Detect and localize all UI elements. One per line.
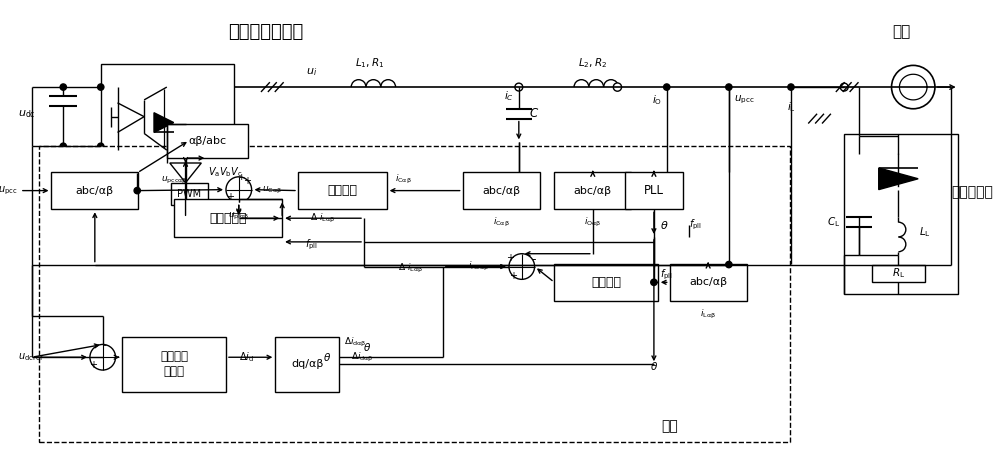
- Text: dq/αβ: dq/αβ: [291, 359, 324, 369]
- Text: $L_1, R_1$: $L_1, R_1$: [355, 57, 385, 71]
- Text: $i_{\rm O\alpha\beta}$: $i_{\rm O\alpha\beta}$: [584, 216, 601, 229]
- Text: abc/αβ: abc/αβ: [482, 185, 520, 196]
- Circle shape: [840, 83, 848, 91]
- Text: -: -: [103, 340, 107, 350]
- Polygon shape: [879, 168, 918, 190]
- Text: $u_{\rm pcc}$: $u_{\rm pcc}$: [734, 94, 754, 106]
- Circle shape: [90, 345, 116, 370]
- Text: -: -: [531, 253, 536, 266]
- Text: $i_{\rm C\alpha\beta}$: $i_{\rm C\alpha\beta}$: [395, 173, 412, 186]
- Bar: [101, 64, 234, 163]
- Bar: [298, 172, 387, 209]
- Text: $\theta$: $\theta$: [650, 360, 658, 372]
- Text: $u_{\rm pcc}$: $u_{\rm pcc}$: [0, 184, 18, 197]
- Bar: [554, 172, 631, 209]
- Text: $i_C$: $i_C$: [504, 89, 514, 103]
- Circle shape: [226, 177, 252, 202]
- Circle shape: [134, 187, 140, 194]
- Text: abc/αβ: abc/αβ: [76, 185, 114, 196]
- Text: +: +: [243, 176, 251, 186]
- Bar: [171, 183, 208, 205]
- Text: $u_{\rm C\alpha\beta}$: $u_{\rm C\alpha\beta}$: [262, 185, 282, 196]
- Circle shape: [98, 84, 104, 90]
- Text: abc/αβ: abc/αβ: [689, 277, 727, 287]
- Circle shape: [664, 84, 670, 90]
- Text: 控制: 控制: [661, 419, 678, 433]
- Bar: [51, 172, 138, 209]
- Text: $\Delta i_{\rm d\alpha\beta}$: $\Delta i_{\rm d\alpha\beta}$: [344, 336, 367, 349]
- Circle shape: [788, 84, 794, 90]
- Bar: [844, 134, 958, 294]
- Text: $R_{\rm L}$: $R_{\rm L}$: [892, 267, 905, 280]
- Circle shape: [60, 143, 66, 149]
- Text: $\theta$: $\theta$: [323, 351, 331, 363]
- Text: 非线性负载: 非线性负载: [951, 185, 993, 199]
- Bar: [625, 172, 683, 209]
- Circle shape: [509, 254, 535, 279]
- Text: $L_2, R_2$: $L_2, R_2$: [578, 57, 607, 71]
- Text: +: +: [89, 360, 97, 370]
- Bar: [463, 172, 540, 209]
- Bar: [275, 337, 339, 392]
- Text: αβ/abc: αβ/abc: [188, 136, 226, 146]
- Circle shape: [651, 279, 657, 285]
- Circle shape: [892, 65, 935, 109]
- Text: $\theta$: $\theta$: [363, 341, 371, 354]
- Text: $u_{\rm pi\alpha\beta}$: $u_{\rm pi\alpha\beta}$: [228, 211, 249, 222]
- Bar: [872, 265, 925, 283]
- Text: $i_{\rm ref\alpha\beta}$: $i_{\rm ref\alpha\beta}$: [468, 260, 489, 273]
- Text: $C$: $C$: [529, 107, 539, 120]
- Text: $f_{\rm pll}$: $f_{\rm pll}$: [305, 238, 318, 252]
- Text: $L_{\rm L}$: $L_{\rm L}$: [919, 225, 931, 239]
- Text: $f_{\rm pll}$: $f_{\rm pll}$: [689, 218, 702, 232]
- Text: $\Delta\ i_{\rm L\alpha\beta}$: $\Delta\ i_{\rm L\alpha\beta}$: [398, 262, 423, 275]
- Circle shape: [98, 143, 104, 149]
- Text: abc/αβ: abc/αβ: [574, 185, 612, 196]
- Circle shape: [60, 84, 66, 90]
- Text: +: +: [226, 191, 234, 202]
- Text: $V_{\rm a}V_{\rm b}V_{\rm c}$: $V_{\rm a}V_{\rm b}V_{\rm c}$: [208, 165, 243, 179]
- Bar: [39, 146, 790, 442]
- Text: $C_{\rm L}$: $C_{\rm L}$: [827, 215, 840, 229]
- Text: PLL: PLL: [644, 184, 664, 197]
- Circle shape: [613, 83, 622, 91]
- Text: $i_{\rm L\alpha\beta}$: $i_{\rm L\alpha\beta}$: [700, 308, 716, 321]
- Polygon shape: [154, 113, 174, 133]
- Circle shape: [726, 84, 732, 90]
- Text: +: +: [506, 253, 514, 262]
- Text: +: +: [237, 173, 245, 182]
- Text: $u_{\rm dcref}$: $u_{\rm dcref}$: [18, 351, 44, 363]
- Text: 直流电压
控制器: 直流电压 控制器: [160, 350, 188, 378]
- Text: $i_{\rm O}$: $i_{\rm O}$: [652, 93, 662, 107]
- Text: 谐波检测: 谐波检测: [591, 276, 621, 289]
- Bar: [554, 263, 658, 301]
- Text: $u_{\rm dc}$: $u_{\rm dc}$: [18, 108, 36, 120]
- Text: $f_{\rm pll}$: $f_{\rm pll}$: [660, 267, 673, 282]
- Text: $u_i$: $u_i$: [306, 66, 317, 78]
- Text: $\Delta\ i_{\rm L\alpha\beta}$: $\Delta\ i_{\rm L\alpha\beta}$: [310, 212, 335, 225]
- Polygon shape: [170, 163, 201, 183]
- Text: $\Delta i_{\rm d\alpha\beta}$: $\Delta i_{\rm d\alpha\beta}$: [351, 351, 374, 364]
- Circle shape: [726, 262, 732, 268]
- Text: 有源电力滤波器: 有源电力滤波器: [228, 23, 303, 41]
- Text: $i_{\rm L}$: $i_{\rm L}$: [787, 100, 795, 113]
- Bar: [670, 263, 747, 301]
- Text: 电网: 电网: [892, 24, 911, 39]
- Text: $\theta$: $\theta$: [660, 219, 668, 231]
- Text: $u_{\rm pcc\alpha\beta}$: $u_{\rm pcc\alpha\beta}$: [161, 175, 187, 186]
- Text: $\Delta i_{\rm d}$: $\Delta i_{\rm d}$: [239, 350, 254, 364]
- Text: +: +: [509, 271, 517, 282]
- Text: 有源阻尼: 有源阻尼: [327, 184, 357, 197]
- Circle shape: [515, 83, 523, 91]
- Bar: [122, 337, 226, 392]
- Circle shape: [516, 84, 522, 90]
- Text: PWM: PWM: [177, 189, 202, 199]
- Text: 电流控制器: 电流控制器: [209, 212, 247, 225]
- Bar: [167, 124, 248, 158]
- Text: $i_{\rm C\alpha\beta}$: $i_{\rm C\alpha\beta}$: [493, 216, 509, 229]
- Bar: [174, 199, 282, 237]
